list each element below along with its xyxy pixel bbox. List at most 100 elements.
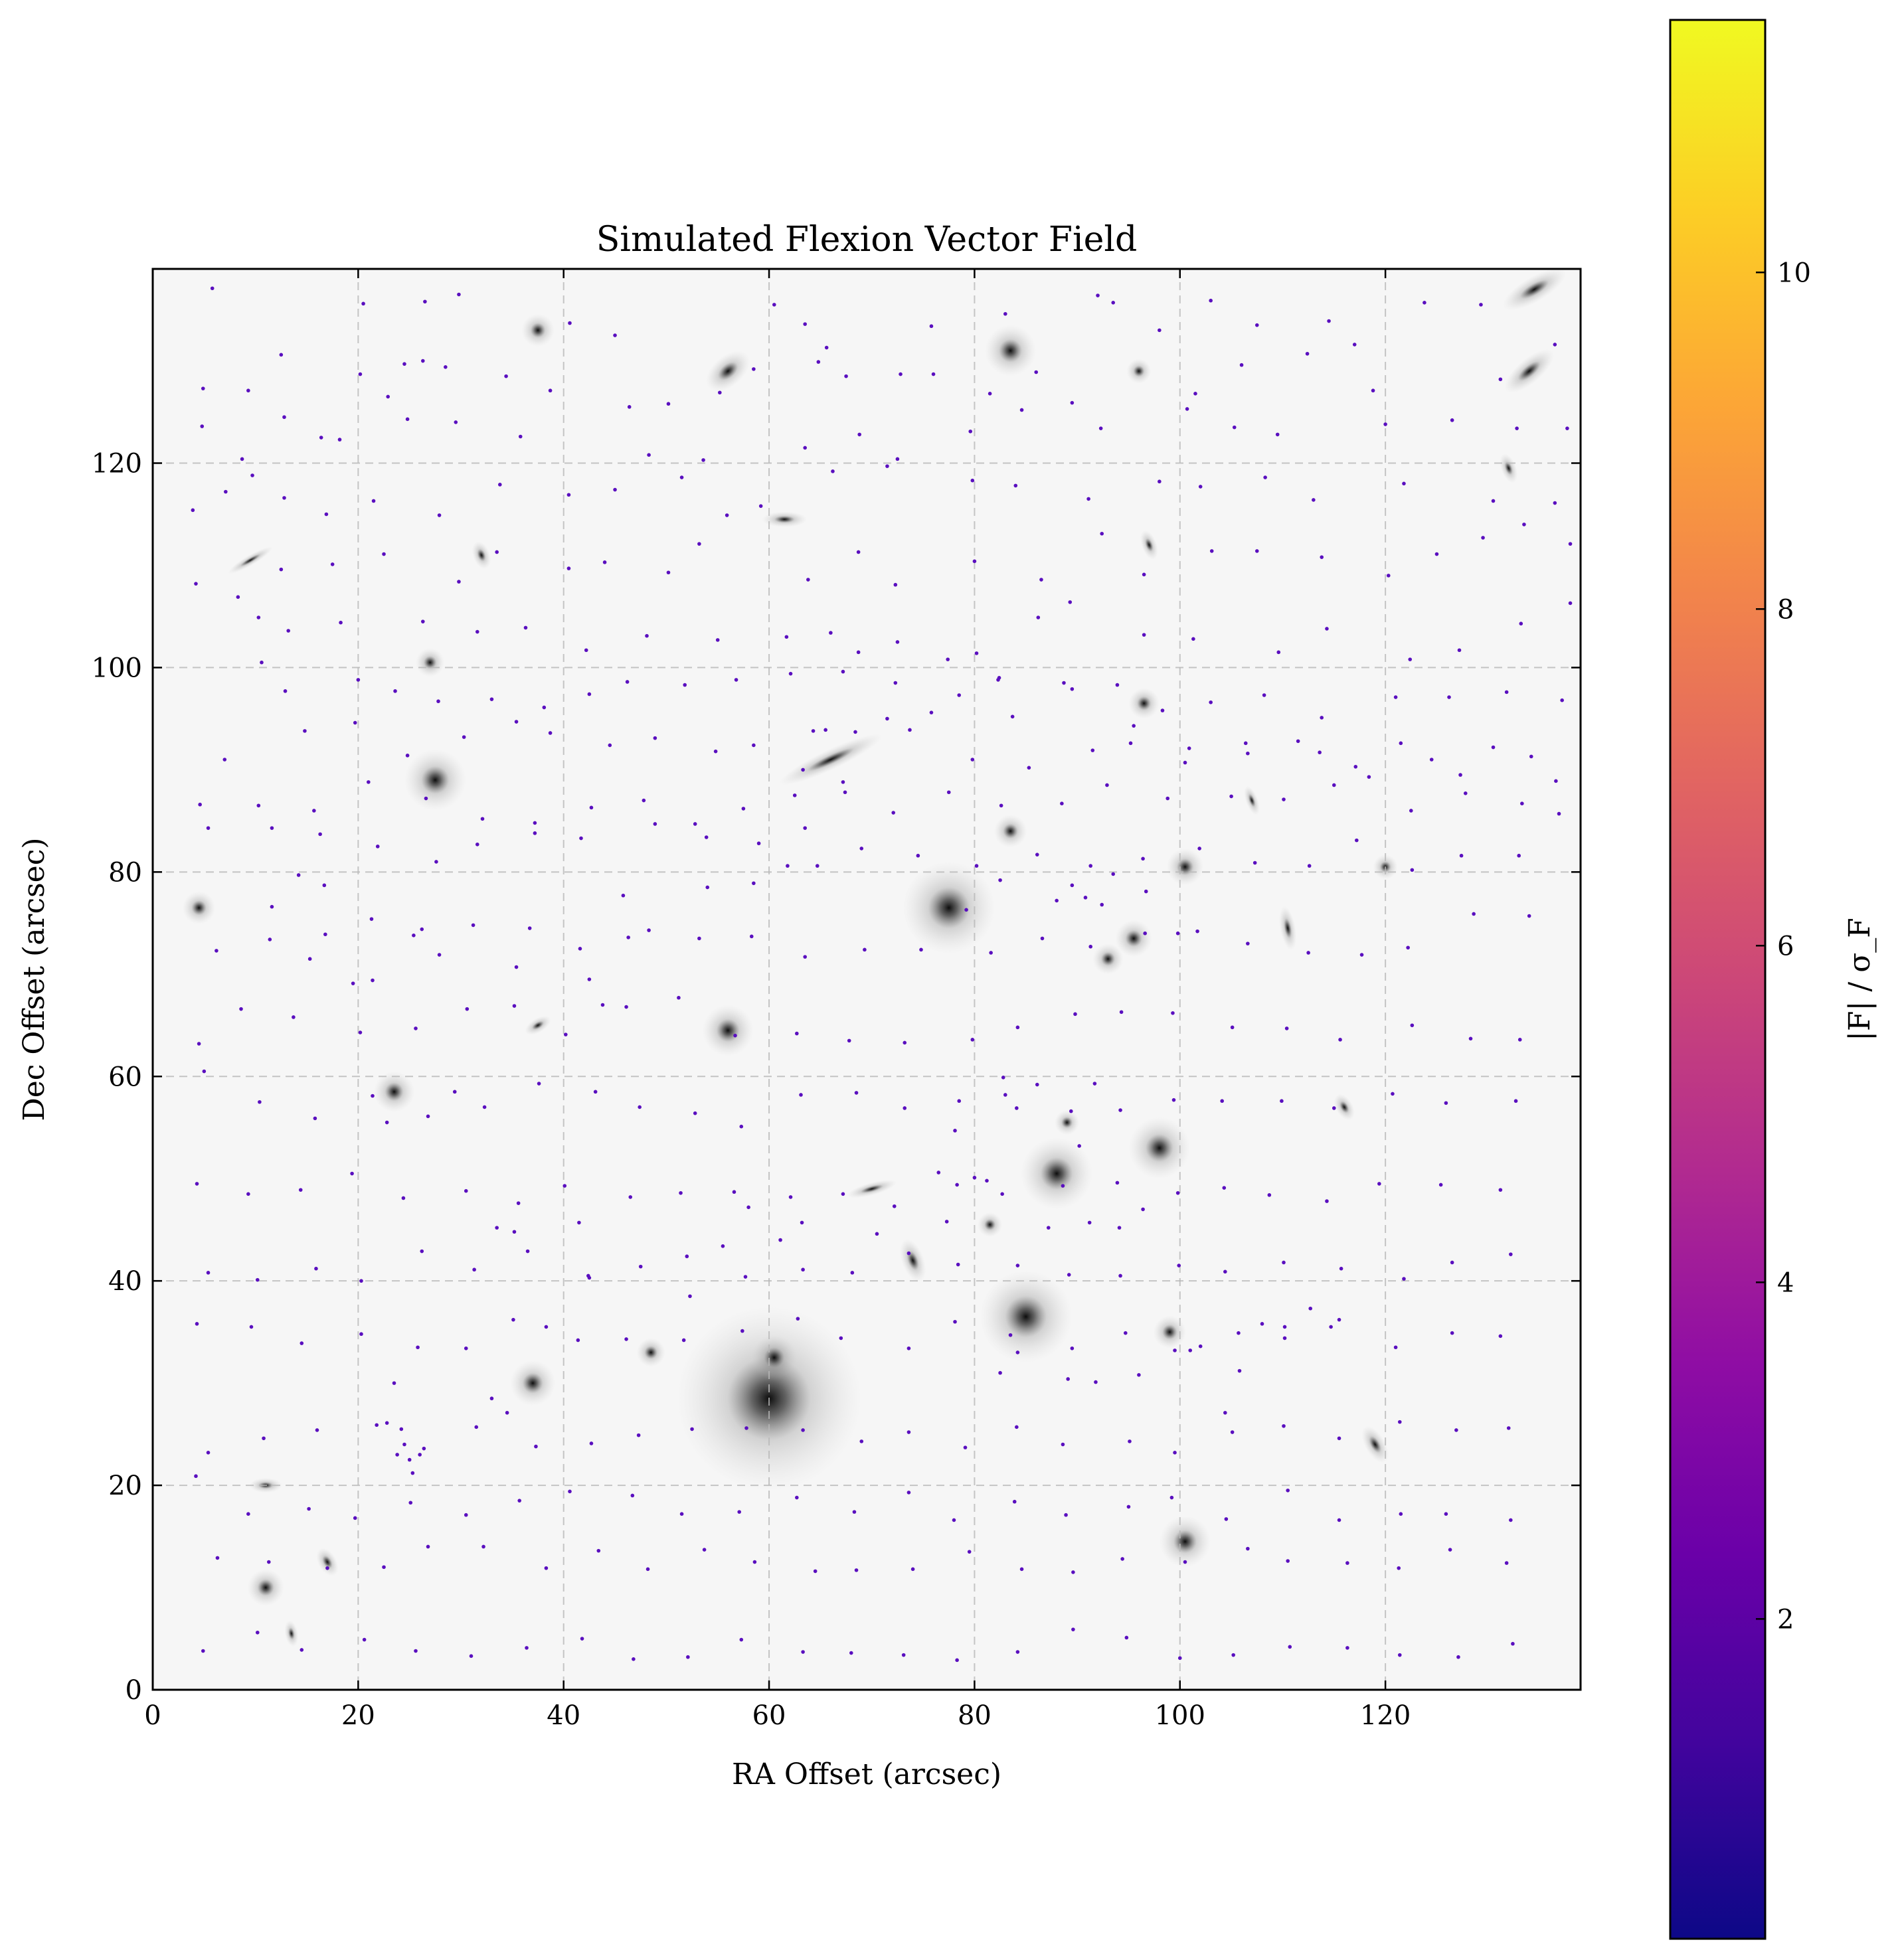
flexion-point-253 xyxy=(647,928,651,932)
flexion-point-318 xyxy=(1444,1101,1448,1105)
flexion-point-181 xyxy=(811,729,816,733)
flexion-point-392 xyxy=(1393,1345,1398,1350)
flexion-point-214 xyxy=(1229,794,1233,799)
flexion-point-97 xyxy=(279,567,284,572)
flexion-point-436 xyxy=(1064,1512,1068,1517)
flexion-point-350 xyxy=(472,1267,476,1272)
flexion-point-535 xyxy=(1094,1380,1098,1384)
flexion-point-302 xyxy=(593,1090,598,1094)
flexion-point-301 xyxy=(537,1082,541,1086)
flexion-point-126 xyxy=(523,625,528,630)
galaxy-35 xyxy=(1334,1094,1355,1121)
flexion-point-578 xyxy=(997,676,1001,680)
flexion-point-271 xyxy=(239,1007,243,1011)
flexion-point-433 xyxy=(907,1491,911,1495)
flexion-point-228 xyxy=(653,822,657,826)
x-tick-label-100: 100 xyxy=(1155,1700,1205,1731)
flexion-point-177 xyxy=(608,743,612,748)
galaxy-1 xyxy=(751,1335,797,1380)
flexion-point-397 xyxy=(315,1428,319,1432)
flexion-point-127 xyxy=(584,648,588,653)
flexion-point-494 xyxy=(1511,1641,1515,1646)
flexion-point-491 xyxy=(1345,1646,1349,1650)
flexion-point-368 xyxy=(1450,1260,1454,1265)
galaxy-36 xyxy=(1140,530,1158,560)
galaxy-30 xyxy=(316,1548,339,1576)
flexion-point-487 xyxy=(1124,1635,1129,1640)
flexion-point-528 xyxy=(1046,1226,1051,1230)
galaxy-29 xyxy=(1153,1315,1187,1348)
flexion-point-51 xyxy=(337,438,342,442)
flexion-point-141 xyxy=(1457,648,1462,653)
flexion-point-541 xyxy=(1260,1322,1264,1326)
flexion-point-60 xyxy=(968,429,973,434)
flexion-point-400 xyxy=(474,1425,479,1429)
flexion-point-137 xyxy=(1191,637,1195,641)
flexion-point-144 xyxy=(260,660,264,665)
flexion-point-199 xyxy=(424,796,428,801)
flexion-point-372 xyxy=(300,1341,304,1345)
flexion-point-96 xyxy=(236,595,240,600)
flexion-point-37 xyxy=(931,372,936,376)
flexion-point-132 xyxy=(895,640,900,644)
galaxy-31 xyxy=(636,1338,665,1367)
flexion-point-434 xyxy=(952,1518,956,1522)
flexion-point-218 xyxy=(1463,791,1468,795)
flexion-point-243 xyxy=(1459,853,1464,858)
flexion-point-2 xyxy=(423,299,427,304)
flexion-point-288 xyxy=(1171,1011,1175,1015)
galaxy-5 xyxy=(1128,1117,1191,1179)
flexion-point-554 xyxy=(786,864,790,868)
flexion-point-475 xyxy=(469,1654,474,1658)
flexion-point-419 xyxy=(1506,1426,1511,1430)
flexion-point-467 xyxy=(1397,1566,1401,1570)
flexion-point-289 xyxy=(1230,1025,1235,1030)
flexion-point-202 xyxy=(589,805,594,810)
flexion-point-198 xyxy=(367,780,371,784)
flexion-point-270 xyxy=(197,1042,201,1046)
flexion-point-428 xyxy=(630,1493,635,1498)
flexion-point-187 xyxy=(1128,741,1133,746)
flexion-point-569 xyxy=(270,904,274,909)
flexion-point-251 xyxy=(527,926,532,930)
flexion-point-345 xyxy=(206,1271,211,1275)
flexion-point-236 xyxy=(1088,864,1092,868)
flexion-point-579 xyxy=(1010,714,1015,719)
flexion-point-201 xyxy=(533,821,537,825)
flexion-point-169 xyxy=(1560,698,1564,702)
flexion-point-421 xyxy=(246,1512,250,1516)
flexion-point-332 xyxy=(841,1192,845,1196)
flexion-point-466 xyxy=(1345,1561,1349,1565)
flexion-point-59 xyxy=(895,457,900,461)
flexion-point-348 xyxy=(359,1279,363,1283)
flexion-point-398 xyxy=(375,1423,379,1428)
galaxy-10 xyxy=(1504,349,1555,393)
flexion-point-99 xyxy=(382,552,386,556)
flexion-point-327 xyxy=(562,1184,567,1188)
flexion-point-547 xyxy=(1070,883,1075,888)
x-tick-label-20: 20 xyxy=(341,1700,375,1731)
flexion-point-94 xyxy=(1553,501,1557,505)
flexion-point-444 xyxy=(1509,1518,1513,1522)
flexion-point-278 xyxy=(624,1005,628,1009)
flexion-point-485 xyxy=(1015,1650,1020,1654)
flexion-point-383 xyxy=(907,1346,911,1350)
flexion-point-370 xyxy=(195,1322,199,1326)
flexion-point-573 xyxy=(823,728,827,732)
galaxy-33 xyxy=(415,648,445,677)
flexion-point-449 xyxy=(426,1544,430,1549)
flexion-point-492 xyxy=(1397,1653,1402,1657)
flexion-point-190 xyxy=(1296,739,1300,744)
flexion-point-55 xyxy=(647,453,651,457)
flexion-point-451 xyxy=(544,1566,549,1570)
flexion-point-131 xyxy=(829,631,833,635)
flexion-point-339 xyxy=(1222,1186,1227,1190)
flexion-point-207 xyxy=(843,790,847,795)
flexion-point-363 xyxy=(1177,1264,1181,1267)
flexion-point-170 xyxy=(222,758,227,762)
flexion-point-68 xyxy=(1515,426,1519,430)
flexion-point-587 xyxy=(1458,773,1462,777)
flexion-point-342 xyxy=(1377,1182,1381,1186)
flexion-point-520 xyxy=(985,1179,989,1183)
flexion-point-457 xyxy=(854,1568,859,1572)
